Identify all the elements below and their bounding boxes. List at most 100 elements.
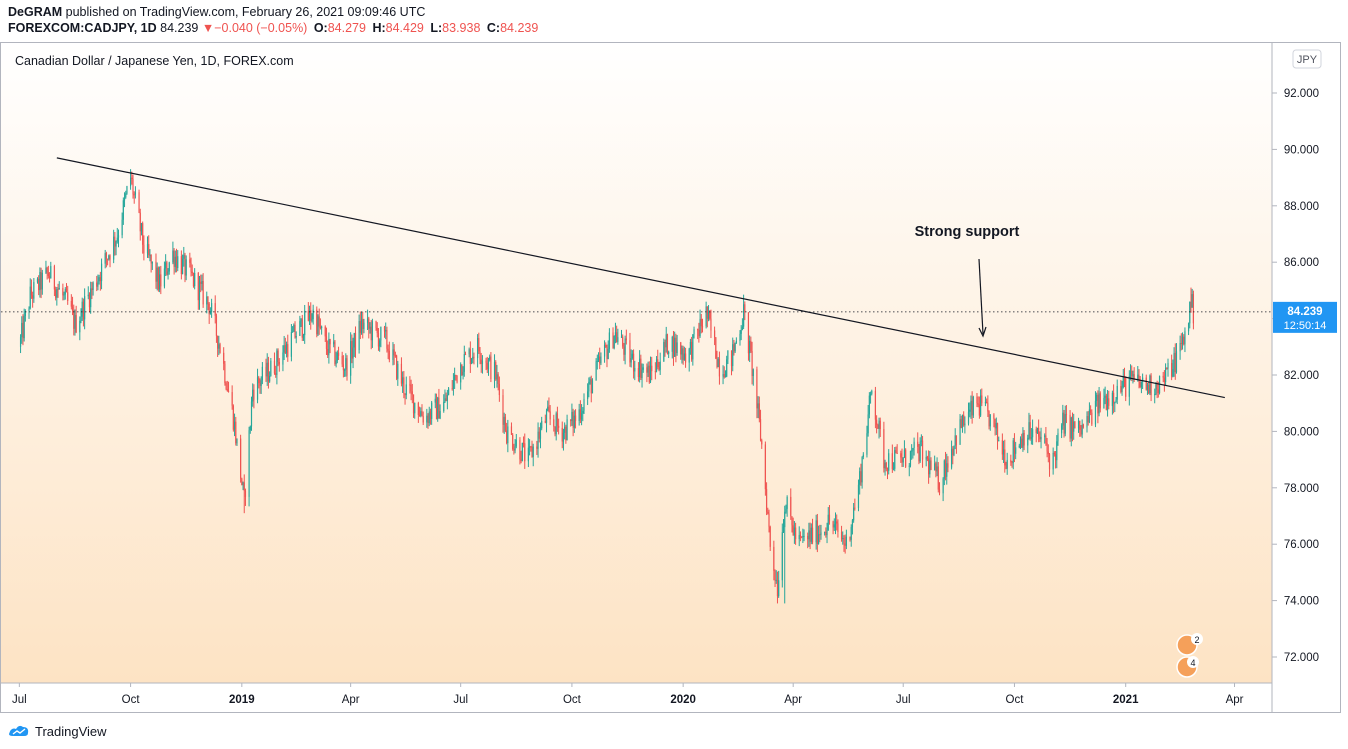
candle-body [857, 484, 860, 508]
author-name[interactable]: DeGRAM [8, 5, 63, 19]
annotation-text[interactable]: Strong support [915, 224, 1020, 240]
candle-body [943, 460, 945, 479]
candle-body [422, 416, 424, 423]
candle-body [1103, 397, 1105, 409]
candle-body [370, 326, 372, 341]
candle-body [1146, 384, 1149, 390]
candle-body [1140, 381, 1143, 387]
candle-body [266, 362, 268, 377]
candle-body [1181, 336, 1184, 345]
candle-body [612, 332, 614, 348]
candle-body [1111, 392, 1113, 406]
candle-body [952, 448, 954, 455]
candle-body [878, 420, 880, 429]
candle-body [590, 379, 592, 394]
time-axis[interactable]: Jul Oct 2019 Apr Jul Oct 2020 Apr Jul Oct 2021 Apr [12, 683, 1244, 706]
candle-body [302, 335, 305, 338]
candle-body [629, 340, 631, 363]
candle-body [522, 442, 525, 444]
candle-body [545, 410, 548, 423]
candle-body [733, 344, 735, 352]
candle-body [1047, 451, 1049, 455]
trendline[interactable] [56, 157, 1225, 399]
candle-body [747, 312, 750, 354]
candle-body [1184, 331, 1186, 345]
x-tick-label: Oct [1006, 694, 1025, 706]
candle-body [278, 361, 280, 365]
price-label-value: 84.239 [1287, 306, 1322, 318]
candle-body [219, 344, 221, 353]
currency-badge[interactable] [1292, 49, 1322, 69]
chart-container[interactable]: 92.00090.00088.00086.00084.00082.00080.0… [0, 42, 1341, 713]
candle-body [1011, 462, 1013, 464]
candle-body [519, 439, 521, 460]
candle-body [715, 337, 717, 359]
candle-body [206, 296, 208, 305]
candle-body [989, 414, 991, 427]
candle-body [369, 326, 371, 329]
candle-body [555, 413, 557, 435]
candle-body [917, 441, 919, 447]
price-chart[interactable]: 92.00090.00088.00086.00084.00082.00080.0… [0, 42, 1341, 713]
candle-body [876, 419, 878, 425]
candle-body [764, 444, 766, 490]
candle-body [697, 329, 699, 331]
candle-body [908, 465, 910, 467]
candle-body [39, 272, 41, 291]
candle-body [427, 415, 429, 424]
tradingview-footer[interactable]: TradingView [8, 722, 107, 740]
candle-body [165, 262, 167, 269]
candle-body [240, 438, 242, 479]
candle-body [913, 441, 915, 449]
candle-body [375, 321, 377, 329]
candle-body [849, 536, 851, 540]
candle-body [1038, 427, 1040, 437]
candle-body [479, 351, 481, 360]
candle-body [105, 253, 108, 259]
candle-body [553, 419, 555, 427]
candle-body [80, 316, 82, 321]
candle-body [1053, 452, 1055, 455]
candle-body [371, 321, 374, 341]
candle-body [163, 268, 166, 287]
candle-body [304, 310, 306, 336]
events-icon-group[interactable]: 2 4 [1176, 633, 1203, 678]
candle-body [451, 388, 453, 390]
candle-body [909, 450, 912, 466]
candle-body [1145, 377, 1147, 390]
candle-body [582, 410, 584, 414]
price-label-box: 84.239 12:50:14 [1273, 301, 1337, 333]
candle-body [507, 426, 509, 444]
candle-body [63, 294, 65, 296]
candle-body [431, 402, 433, 419]
candle-body [276, 350, 278, 375]
candle-body [1039, 436, 1041, 440]
candle-body [132, 178, 134, 195]
candle-body [1030, 437, 1032, 439]
candle-body [469, 349, 471, 364]
candle-body [743, 304, 745, 327]
candle-body [790, 496, 792, 517]
candle-body [672, 337, 675, 357]
close-value: 84.239 [500, 21, 539, 35]
candle-body [295, 335, 297, 338]
candle-body [287, 344, 289, 357]
candle-body [649, 365, 652, 383]
candle-body [362, 318, 364, 330]
candle-body [946, 463, 948, 477]
candle-body [123, 197, 126, 201]
candle-body [871, 390, 873, 394]
candle-body [977, 403, 979, 405]
candle-body [842, 538, 844, 540]
candle-body [96, 282, 98, 287]
candle-body [1155, 383, 1157, 394]
open-label: O: [313, 21, 328, 35]
candle-body [486, 362, 488, 370]
arrow-down-icon[interactable] [978, 258, 987, 338]
candle-body [1150, 375, 1152, 396]
candle-body [397, 363, 399, 379]
candle-body [785, 508, 787, 512]
candle-body [265, 366, 267, 377]
candle-body [950, 448, 953, 468]
candle-body [98, 277, 100, 282]
